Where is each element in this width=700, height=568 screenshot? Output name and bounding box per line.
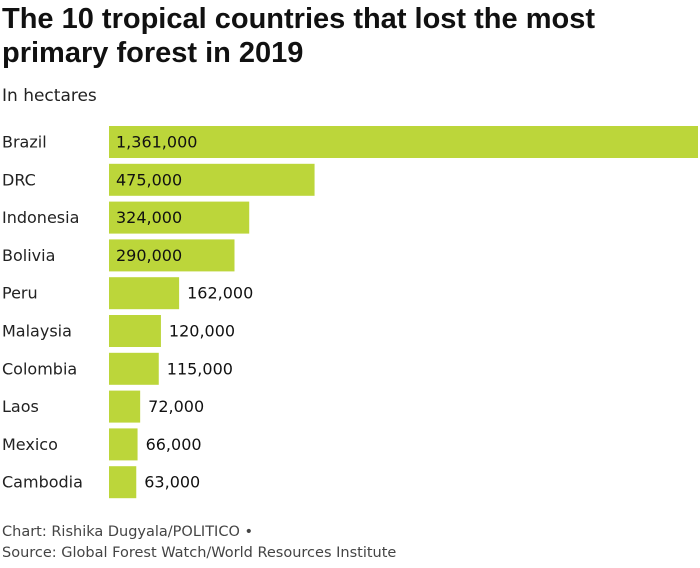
chart-subtitle: In hectares [2,86,97,106]
value-label: 324,000 [116,208,182,227]
category-label: Colombia [2,359,77,378]
bar [109,163,315,196]
bar [109,277,180,310]
chart-footer: Chart: Rishika Dugyala/POLITICO • Source… [2,522,396,564]
bar [109,201,250,234]
bar [109,390,141,423]
category-label: Indonesia [2,208,79,227]
category-label: Mexico [2,435,58,454]
category-label: Peru [2,284,38,303]
value-label: 1,361,000 [116,133,197,152]
chart-title: The 10 tropical countries that lost the … [2,3,595,69]
category-label: Laos [2,397,39,416]
category-label: Brazil [2,133,47,152]
value-label: 162,000 [187,284,253,303]
category-label: Malaysia [2,322,72,341]
category-label: Cambodia [2,473,83,492]
value-label: 475,000 [116,170,182,189]
bar [109,428,138,461]
value-label: 72,000 [148,397,204,416]
bar [109,466,137,499]
bar [109,352,159,385]
bar [109,315,161,347]
bar [109,126,698,158]
value-label: 63,000 [144,473,200,492]
value-label: 66,000 [146,435,202,454]
bar [109,239,235,272]
value-label: 290,000 [116,246,182,265]
bar-chart: Brazil 1,361,000 DRC 475,000 Indonesia 324,00… [2,126,698,499]
value-label: 115,000 [167,359,233,378]
chart-source: Source: Global Forest Watch/World Resour… [2,545,397,561]
category-label: Bolivia [2,246,55,265]
category-label: DRC [2,170,36,189]
chart-credit: Chart: Rishika Dugyala/POLITICO • [2,524,254,540]
value-label: 120,000 [169,322,235,341]
